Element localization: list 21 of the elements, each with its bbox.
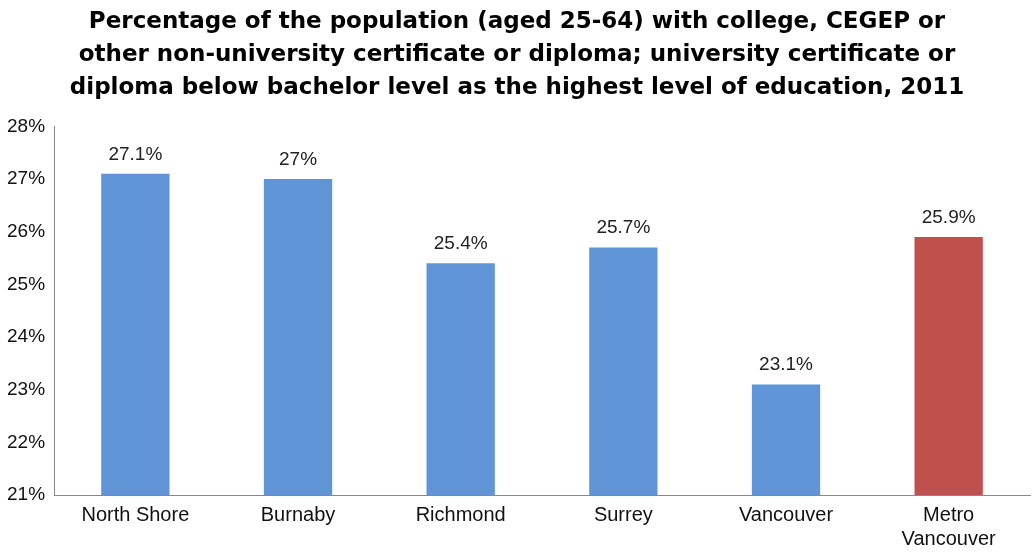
x-tick-label: Richmond (415, 502, 506, 525)
y-tick-label: 21% (7, 483, 46, 505)
chart-title: Percentage of the population (aged 25-64) with college, CEGEP or other non-university certificate or diploma; university certificate or diploma below bachelor level as the highest level of education, 2011 (68, 6, 966, 101)
y-tick-label: 24% (7, 325, 46, 347)
data-label: 27% (279, 147, 318, 169)
y-tick-label: 23% (7, 377, 46, 399)
data-label: 25.4% (433, 232, 488, 254)
x-tick-label: Metro Vancouver (901, 502, 997, 549)
data-label: 23.1% (759, 353, 814, 375)
y-tick-label: 27% (7, 167, 46, 189)
y-tick-label: 26% (7, 219, 46, 241)
y-tick-label: 25% (7, 272, 46, 294)
x-tick-label: Burnaby (260, 502, 336, 525)
data-label: 27.1% (108, 142, 163, 164)
x-tick-label: Vancouver (738, 502, 834, 525)
x-tick-label: North Shore (81, 502, 190, 525)
data-label: 25.9% (921, 205, 976, 227)
y-tick-label: 22% (7, 430, 46, 452)
data-label: 25.7% (596, 216, 651, 238)
x-tick-label: Surrey (593, 502, 653, 525)
y-tick-label: 28% (7, 114, 46, 136)
